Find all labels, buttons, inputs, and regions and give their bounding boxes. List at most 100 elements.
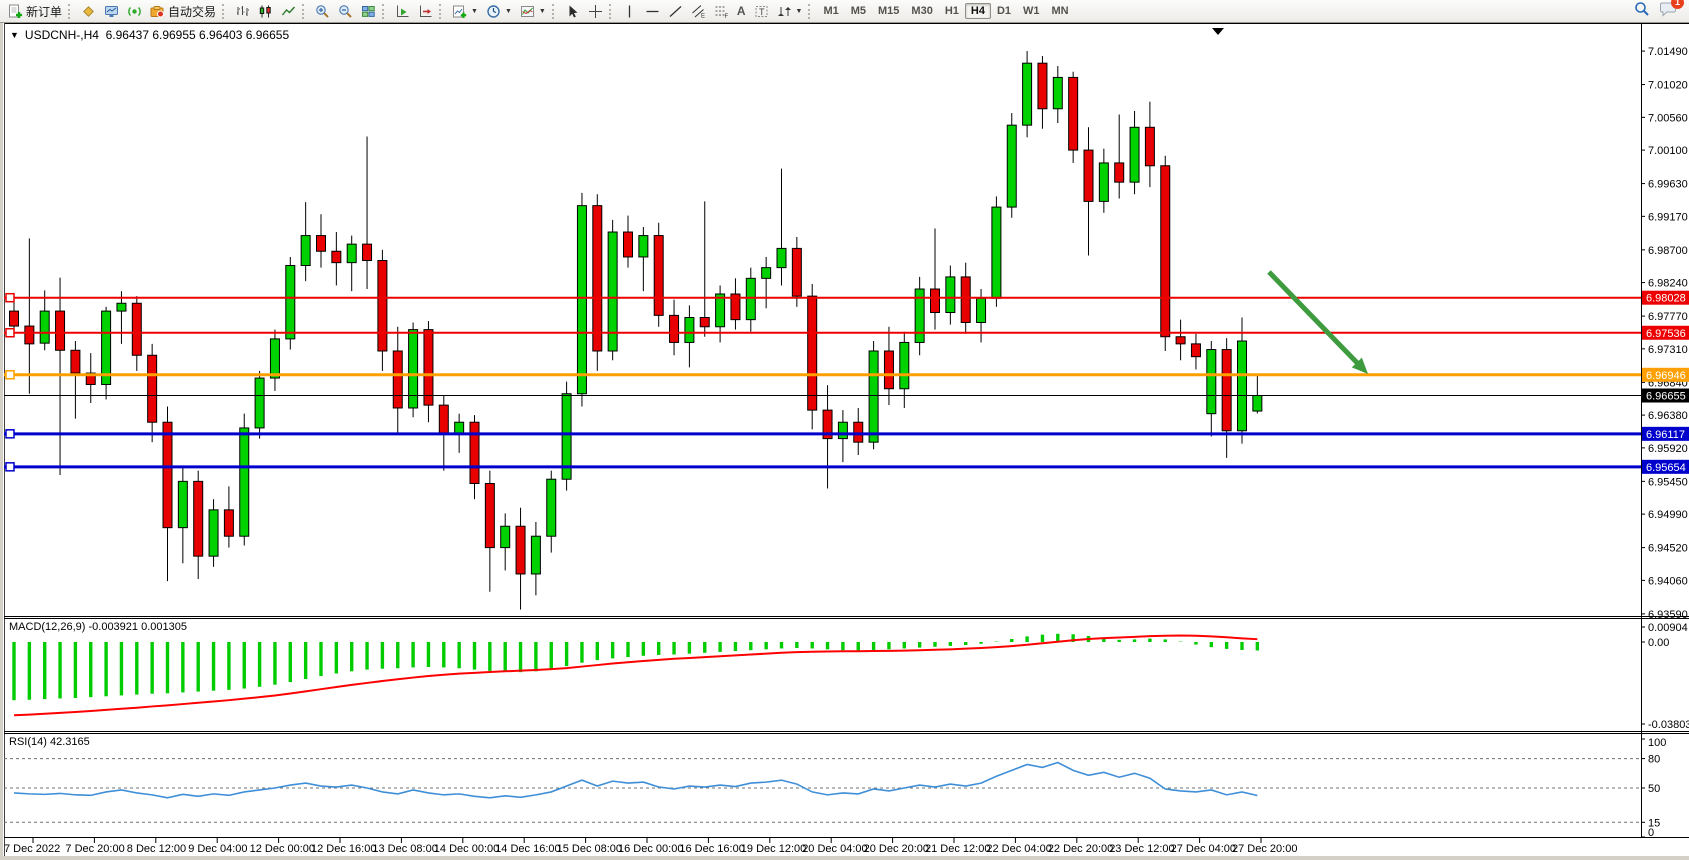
auto-trading-icon (150, 4, 165, 19)
timeframe-m15[interactable]: M15 (878, 5, 900, 17)
vertical-line-tool-button[interactable] (618, 1, 641, 22)
toolbar-grip (222, 3, 227, 19)
chart-shift-button[interactable] (414, 1, 437, 22)
price-tick-label: 7.00100 (1648, 145, 1688, 157)
candle-bearish (822, 409, 833, 440)
toolbar-grip (808, 3, 813, 19)
line-handle[interactable] (5, 370, 15, 380)
fibonacci-tool-button[interactable]: F (710, 1, 733, 22)
market-watch-button[interactable] (100, 1, 123, 22)
channel-tool-button[interactable]: E (687, 1, 710, 22)
macd-indicator-label: MACD(12,26,9) -0.003921 0.001305 (9, 621, 187, 633)
toolbar-grip (608, 3, 614, 19)
candle-bullish (39, 310, 50, 344)
timeframe-d1[interactable]: D1 (996, 5, 1012, 17)
new-order-button[interactable]: 新订单 (4, 1, 66, 22)
zoom-out-button[interactable] (334, 1, 357, 22)
timeframe-m30[interactable]: M30 (911, 5, 933, 17)
timeframe-m5[interactable]: M5 (850, 5, 867, 17)
candle-bullish (776, 247, 787, 269)
timeframe-w1[interactable]: W1 (1023, 5, 1040, 17)
zoom-in-button[interactable] (311, 1, 334, 22)
bar-chart-mode-button[interactable] (231, 1, 254, 22)
candle-bearish (85, 372, 96, 385)
line-handle[interactable] (5, 462, 15, 472)
dropdown-caret: ▼ (504, 7, 512, 15)
price-badge (1642, 388, 1689, 403)
candlestick-mode-button[interactable] (254, 1, 277, 22)
bar-chart-icon (235, 4, 250, 19)
candle-bearish (55, 310, 66, 351)
tile-windows-icon (361, 4, 376, 19)
line-handle[interactable] (5, 429, 15, 439)
candle-bearish (1037, 62, 1048, 110)
rsi-tick-label: 80 (1648, 754, 1660, 766)
candle-bullish (1052, 76, 1063, 110)
candle-bearish (807, 295, 818, 411)
price-tick-label: 6.94520 (1648, 543, 1688, 555)
indicators-button[interactable]: ▼ (516, 1, 550, 22)
price-badge-label: 6.97536 (1646, 328, 1686, 340)
time-tick-label: 14 Dec 16:00 (495, 843, 560, 855)
svg-text:F: F (724, 14, 728, 19)
svg-text:T: T (759, 7, 765, 17)
trendline-icon (668, 4, 683, 19)
new-chart-button[interactable]: ▼ (448, 1, 482, 22)
periods-button[interactable]: ▼ (482, 1, 516, 22)
timeframe-h4[interactable]: H4 (964, 3, 991, 19)
text-tool-button[interactable]: A (733, 1, 750, 22)
candle-bullish (177, 480, 188, 529)
signals-button[interactable] (123, 1, 146, 22)
arrows-icon (777, 4, 792, 19)
auto-trading-button[interactable]: 自动交易 (146, 1, 220, 22)
candle-bearish (9, 310, 19, 327)
price-tick-label: 6.94990 (1648, 509, 1688, 521)
trend-arrow-head[interactable] (1351, 357, 1368, 374)
price-tick-label: 7.01020 (1648, 80, 1688, 92)
line-handle[interactable] (5, 328, 15, 338)
trendline-tool-button[interactable] (664, 1, 687, 22)
quotes-button[interactable] (77, 1, 100, 22)
candle-bullish (116, 302, 127, 312)
crosshair-tool-button[interactable] (584, 1, 607, 22)
macd-tick-label: 0.00 (1648, 637, 1669, 649)
text-label-tool-button[interactable]: T (750, 1, 773, 22)
chart-shift-marker[interactable] (1212, 28, 1224, 35)
time-tick-label: 12 Dec 16:00 (311, 843, 376, 855)
candle-bullish (101, 310, 112, 385)
chart-shift-icon (418, 4, 433, 19)
candle-bullish (684, 317, 695, 343)
candle-bearish (853, 421, 864, 443)
timeframe-mn[interactable]: MN (1051, 5, 1069, 17)
horizontal-line-tool-button[interactable] (641, 1, 664, 22)
candle-bearish (193, 480, 204, 557)
line-handle[interactable] (5, 292, 15, 303)
search-icon[interactable] (1634, 1, 1650, 22)
chat-button[interactable]: 1 (1660, 0, 1684, 22)
indicators-icon (520, 4, 535, 19)
symbol-dropdown-icon[interactable]: ▼ (10, 30, 19, 40)
timeframe-h1[interactable]: H1 (944, 5, 959, 17)
candle-bullish (638, 235, 649, 258)
tile-windows-button[interactable] (357, 1, 380, 22)
timeframe-m1[interactable]: M1 (823, 5, 839, 17)
time-tick-label: 27 Dec 20:00 (1232, 843, 1297, 855)
candle-bearish (930, 288, 940, 314)
candle-bearish (653, 235, 664, 316)
candle-bearish (1068, 76, 1079, 151)
trend-arrow[interactable] (1267, 270, 1361, 366)
auto-scroll-button[interactable] (391, 1, 414, 22)
candle-bullish (269, 338, 280, 379)
line-chart-mode-button[interactable] (277, 1, 300, 22)
cursor-tool-button[interactable] (561, 1, 584, 22)
candle-bullish (1022, 62, 1033, 126)
candle-bullish (715, 293, 726, 328)
auto-scroll-icon (395, 4, 410, 19)
dropdown-caret: ▼ (538, 7, 546, 15)
candle-bullish (254, 377, 265, 429)
arrows-tool-button[interactable]: ▼ (773, 1, 807, 22)
candle-bullish (546, 478, 557, 537)
candle-bearish (377, 260, 388, 352)
time-tick-label: 23 Dec 12:00 (1109, 843, 1174, 855)
